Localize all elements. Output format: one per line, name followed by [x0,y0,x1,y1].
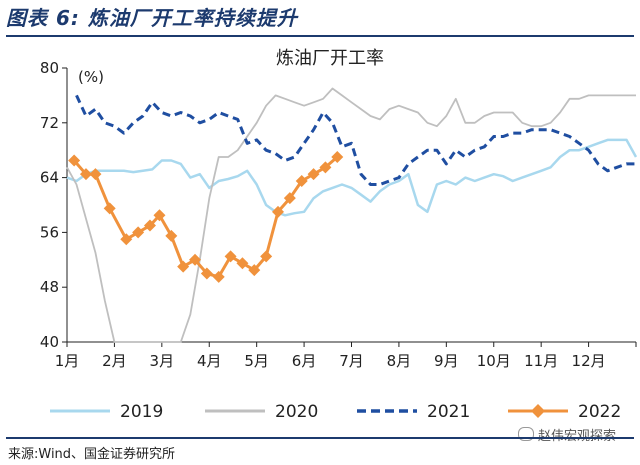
figure-title: 图表 6: 炼油厂开工率持续提升 [6,6,298,30]
y-tick-label: 72 [40,114,59,132]
data-point [200,267,213,280]
x-tick-label: 11月 [524,352,558,370]
legend-label: 2019 [120,402,163,422]
x-tick-label: 4月 [197,352,222,370]
data-point [272,205,285,218]
x-tick-label: 6月 [292,352,317,370]
data-point [212,270,225,283]
y-tick-label: 56 [40,223,59,241]
series-2019 [66,138,638,217]
x-tick-label: 5月 [244,352,269,370]
x-tick-label: 7月 [339,352,364,370]
legend-item-2020: 2020 [205,402,318,422]
watermark: 赵伟宏观探索 [517,425,616,444]
data-point [260,250,273,263]
x-tick-label: 1月 [55,352,80,370]
x-tick-label: 8月 [387,352,412,370]
y-axis-unit: (%) [78,68,104,86]
series-2021 [75,94,636,186]
series-line-2020 [66,87,636,343]
data-point [248,264,261,277]
data-point [79,168,92,181]
series-layer [66,87,638,343]
y-tick-label: 48 [40,278,59,296]
series-2022 [68,151,344,283]
legend: 2019 2020 2021 2022 [50,402,621,422]
data-point [103,202,116,215]
data-point [177,260,190,273]
data-point [307,168,320,181]
data-point [68,154,81,167]
legend-marker [531,404,545,418]
series-2020 [66,87,636,343]
y-tick-label: 80 [40,59,59,77]
x-tick-label: 10月 [477,352,511,370]
data-point [295,175,308,188]
x-tick-label: 3月 [150,352,175,370]
data-point [143,219,156,232]
data-point [89,168,102,181]
y-tick-label: 40 [40,333,59,351]
legend-label: 2022 [578,402,621,422]
watermark-text: 赵伟宏观探索 [537,429,616,444]
data-point [165,229,178,242]
data-point [319,161,332,174]
series-line-2019 [66,138,638,217]
top-rule [6,35,634,37]
x-tick-label: 9月 [434,352,459,370]
data-point [283,192,296,205]
x-tick-label: 2月 [102,352,127,370]
y-tick-label: 64 [40,169,59,187]
legend-item-2022: 2022 [508,402,621,422]
data-point [236,257,249,270]
legend-item-2019: 2019 [50,402,163,422]
chart-title: 炼油厂开工率 [276,48,384,69]
wechat-icon [517,427,534,441]
data-point [132,226,145,239]
legend-label: 2021 [427,402,470,422]
source-note: 来源:Wind、国金证券研究所 [8,447,176,462]
bottom-rule [6,437,634,439]
legend-label: 2020 [275,402,318,422]
data-point [189,253,202,266]
series-line-2021 [75,94,636,186]
axes: 40 48 56 64 72 80 1月 2月 3月 4月 5月 6月 7月 8月 9月 10月 11月 12月 [40,59,637,370]
data-point [331,151,344,164]
data-point [224,250,237,263]
legend-item-2021: 2021 [357,402,470,422]
data-point [153,209,166,222]
x-tick-label: 12月 [572,352,606,370]
data-point [120,233,133,246]
